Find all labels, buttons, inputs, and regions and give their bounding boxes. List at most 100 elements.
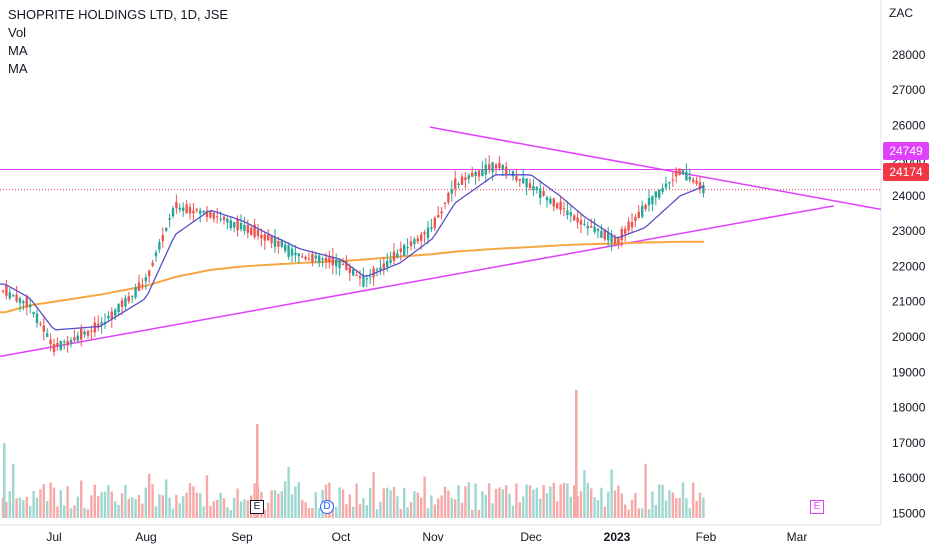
trendlines[interactable]: [0, 126, 882, 358]
candle-body: [260, 235, 263, 239]
candle-body: [562, 208, 566, 210]
candle-body: [695, 180, 698, 184]
volume-bar: [42, 484, 45, 518]
last-price-tag[interactable]: 24174: [883, 163, 929, 181]
volume-bar: [178, 503, 181, 518]
indicator-ma-2[interactable]: MA: [8, 61, 28, 76]
candle-body: [148, 270, 151, 277]
price-tick-label: 22000: [892, 259, 926, 273]
candle-body: [301, 256, 304, 258]
candle-body: [338, 259, 341, 269]
time-tick-label: Oct: [332, 530, 351, 544]
indicator-ma-1[interactable]: MA: [8, 43, 28, 58]
volume-bar: [600, 487, 603, 518]
volume-bar: [539, 498, 542, 518]
candle-body: [440, 211, 443, 214]
candle-body: [216, 216, 219, 218]
candle-body: [117, 303, 120, 313]
candle-body: [675, 170, 678, 177]
candle-body: [49, 339, 52, 345]
volume-bar: [175, 494, 178, 518]
volume-bar: [124, 484, 127, 518]
candle-body: [205, 210, 209, 218]
candle-body: [386, 260, 389, 268]
candle-body: [178, 207, 181, 210]
volume-bar: [168, 497, 171, 518]
volume-bar: [338, 487, 341, 518]
candle-body: [212, 212, 215, 219]
candle-body: [246, 224, 249, 233]
candle-body: [382, 263, 385, 269]
candle-body: [226, 218, 229, 223]
candle-body: [56, 343, 59, 347]
volume-bar: [528, 485, 532, 518]
candle-body: [372, 268, 375, 278]
candle-body: [637, 211, 640, 218]
candle-body: [437, 214, 440, 218]
candle-body: [273, 237, 277, 247]
trendline-upper: [429, 126, 882, 211]
hline-price-tag[interactable]: 24749: [883, 142, 929, 160]
volume-bar: [433, 504, 436, 518]
indicator-vol[interactable]: Vol: [8, 25, 27, 40]
volume-bar: [447, 490, 450, 518]
candle-body: [539, 188, 542, 198]
horizontal-price-line[interactable]: [0, 169, 881, 191]
volume-bar: [481, 491, 484, 518]
candle-body: [243, 224, 246, 231]
volume-bar: [103, 491, 107, 518]
price-tick-label: 21000: [892, 295, 926, 309]
candle-body: [239, 222, 243, 230]
candle-body: [131, 295, 134, 297]
volume-bar: [212, 501, 215, 518]
volume-bar: [624, 504, 627, 518]
volume-bar: [698, 492, 702, 518]
candle-body: [413, 239, 416, 245]
volume-bar: [695, 500, 698, 518]
future-earnings-marker[interactable]: E: [810, 500, 824, 514]
trendline-lower: [0, 205, 835, 358]
volume-bar: [450, 497, 453, 518]
candle-body: [185, 204, 188, 214]
volume-bar: [505, 485, 508, 518]
volume-bars: [1, 390, 705, 518]
price-tick-label: 19000: [892, 365, 926, 379]
volume-bar: [236, 488, 239, 518]
symbol-title[interactable]: SHOPRITE HOLDINGS LTD, 1D, JSE: [8, 7, 229, 22]
volume-bar: [386, 487, 389, 518]
volume-bar: [297, 482, 300, 518]
volume-bar: [287, 466, 290, 518]
volume-bar: [661, 484, 664, 518]
volume-bar: [3, 443, 6, 518]
time-axis[interactable]: Jul Aug Sep Oct Nov Dec 2023 Feb Mar: [46, 530, 807, 544]
volume-bar: [107, 485, 110, 518]
candle-body: [348, 267, 351, 273]
volume-bar: [392, 486, 396, 518]
candle-body: [287, 245, 290, 257]
candle-body: [484, 164, 487, 175]
candle-body: [321, 258, 324, 260]
candle-body: [165, 227, 168, 231]
volume-bar: [25, 496, 28, 518]
dividend-marker[interactable]: D: [320, 500, 334, 514]
volume-bar: [593, 497, 596, 518]
candle-body: [158, 242, 161, 250]
volume-bar: [277, 493, 280, 518]
candle-body: [579, 220, 583, 225]
candle-body: [250, 227, 253, 235]
candle-body: [107, 315, 110, 319]
candle-body: [12, 295, 15, 297]
volume-bar: [195, 492, 198, 518]
volume-bar: [420, 497, 423, 518]
volume-bar: [515, 483, 518, 518]
price-axis[interactable]: 15000 16000 17000 18000 19000 20000 21000 22000…: [892, 48, 926, 521]
volume-bar: [202, 506, 205, 518]
volume-bar: [596, 500, 600, 518]
earnings-marker[interactable]: E: [250, 500, 264, 514]
volume-bar: [610, 469, 613, 518]
volume-bar: [229, 509, 232, 518]
candlesticks: [1, 155, 705, 357]
volume-bar: [307, 508, 311, 518]
candle-body: [454, 178, 457, 189]
